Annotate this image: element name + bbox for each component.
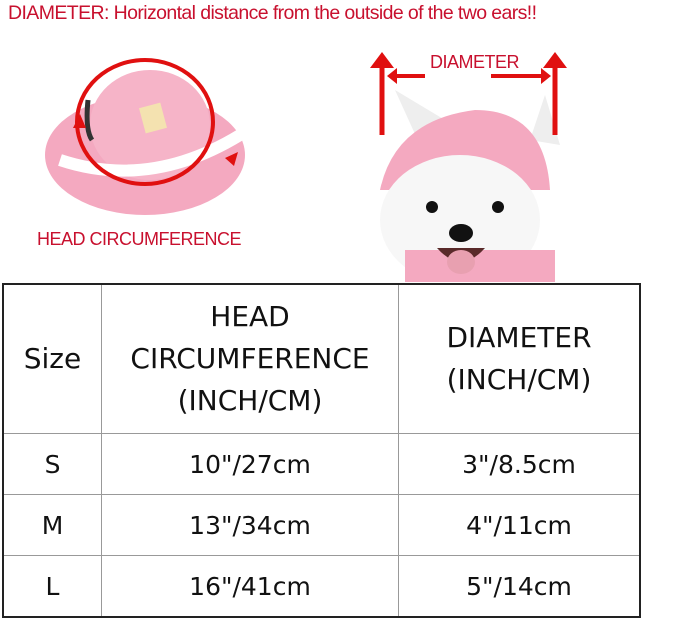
diameter-note: DIAMETER: Horizontal distance from the o… bbox=[8, 2, 537, 24]
cell-size: L bbox=[2, 555, 102, 618]
header-line: HEAD bbox=[210, 300, 290, 333]
dog-image bbox=[370, 52, 567, 282]
head-circumference-label: HEAD CIRCUMFERENCE bbox=[37, 229, 242, 249]
header-line: CIRCUMFERENCE bbox=[130, 342, 370, 375]
diameter-label: DIAMETER bbox=[430, 52, 520, 72]
cell-head: 10"/27cm bbox=[101, 433, 399, 495]
header-head-circumference: HEAD CIRCUMFERENCE (INCH/CM) bbox=[101, 283, 399, 434]
cell-size: S bbox=[2, 433, 102, 495]
size-chart-table: Size HEAD CIRCUMFERENCE (INCH/CM) DIAMET… bbox=[2, 283, 641, 618]
cell-diameter: 4"/11cm bbox=[398, 494, 641, 556]
cell-head: 13"/34cm bbox=[101, 494, 399, 556]
cell-diameter: 3"/8.5cm bbox=[398, 433, 641, 495]
table-header-row: Size HEAD CIRCUMFERENCE (INCH/CM) DIAMET… bbox=[2, 283, 641, 434]
header-line: (INCH/CM) bbox=[446, 363, 592, 396]
header-size: Size bbox=[2, 283, 102, 434]
cell-head: 16"/41cm bbox=[101, 555, 399, 618]
table-row: S 10"/27cm 3"/8.5cm bbox=[2, 433, 641, 495]
header-line: DIAMETER bbox=[446, 321, 592, 354]
hat-image bbox=[45, 58, 245, 215]
header-line: (INCH/CM) bbox=[177, 384, 323, 417]
table-row: L 16"/41cm 5"/14cm bbox=[2, 555, 641, 618]
cell-diameter: 5"/14cm bbox=[398, 555, 641, 618]
cell-size: M bbox=[2, 494, 102, 556]
table-row: M 13"/34cm 4"/11cm bbox=[2, 494, 641, 556]
header-diameter: DIAMETER (INCH/CM) bbox=[398, 283, 641, 434]
